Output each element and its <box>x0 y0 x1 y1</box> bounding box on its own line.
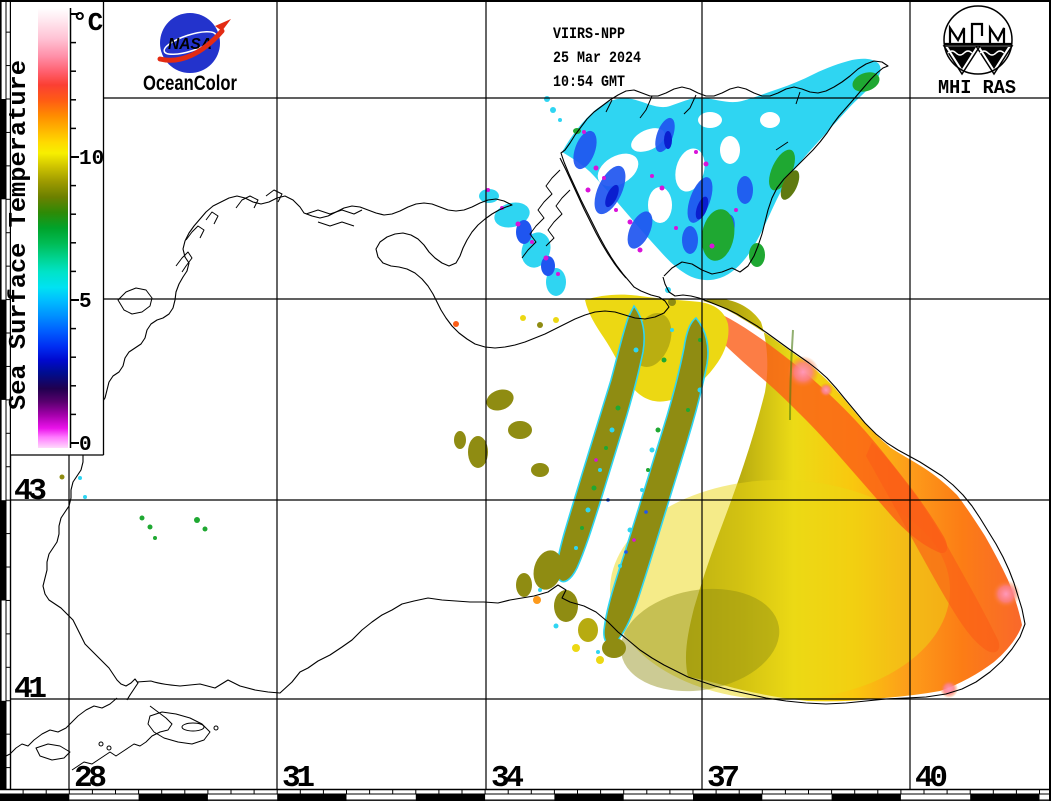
warm-green-artifact-line <box>789 329 794 421</box>
streak-west-scatter <box>454 389 626 658</box>
colorbar-gradient <box>38 8 68 448</box>
warm-coastal-red-band <box>694 305 948 554</box>
institute-label: MHI RAS <box>938 77 1016 99</box>
south-yellow-dot-2 <box>596 656 604 664</box>
warm-pink-spot-s <box>940 680 958 698</box>
coastline-south-turkey-caucasus <box>136 276 1026 705</box>
lon-label-34: 34 <box>491 761 524 796</box>
annotation-date: 25 Mar 2024 <box>553 49 641 67</box>
streak-fringe-specks <box>538 328 703 654</box>
south-yellow-dot-1 <box>572 644 580 652</box>
lon-label-28: 28 <box>74 761 107 796</box>
warm-yellow-core <box>610 480 950 700</box>
nw-liman-lines <box>117 189 363 315</box>
colorbar-tick-label-5: 5 <box>79 291 92 314</box>
bottom-ruler <box>0 790 1040 801</box>
colorbar-ticks <box>70 13 79 444</box>
south-orange-dot <box>533 596 541 604</box>
nasa-swoosh-tip-icon <box>215 19 231 31</box>
frame-right <box>1049 0 1051 801</box>
sivash-lagoon-lines <box>521 169 571 259</box>
lon-label-40: 40 <box>915 761 948 796</box>
streak-south-yellow-patch <box>578 618 598 642</box>
azov-spit-hooks <box>605 91 801 151</box>
lat-label-43: 43 <box>14 474 47 509</box>
annotation-satellite: VIIRS-NPP <box>553 25 625 43</box>
central-streaks <box>454 294 729 664</box>
azov-navy-patches <box>605 131 709 220</box>
marmara-coast <box>1 697 219 771</box>
warm-pink-spot-small <box>819 383 833 397</box>
frame-top <box>0 0 1051 2</box>
nasa-logo: NASA OceanColor <box>143 13 237 95</box>
mhi-emblem-letters-icon <box>944 22 1012 46</box>
coastline-arabat-inner <box>559 157 627 279</box>
nasa-swoosh-icon <box>157 28 225 63</box>
colorbar-title: Sea Surface Temperature <box>6 60 33 410</box>
sst-data-layer <box>59 58 1022 702</box>
coordinate-labels: 43 41 28 31 34 37 40 <box>14 474 948 796</box>
lat-label-41: 41 <box>14 672 47 707</box>
mhi-emblem-waves-icon <box>942 45 1014 76</box>
azov-magenta-specks <box>582 130 738 253</box>
warm-pink-spot-se <box>992 580 1020 608</box>
sivash-cold-patches <box>479 96 671 296</box>
colorbar-tick-label-0: 0 <box>79 434 92 457</box>
azov-cold-water <box>479 58 881 296</box>
warm-coastal-red-band-se <box>866 442 1000 653</box>
annotation-time: 10:54 GMT <box>553 73 625 91</box>
colorbar-unit: °C <box>72 8 103 38</box>
colorbar-panel: 10 5 0 °C Sea Surface Temperature <box>6 0 104 457</box>
lon-label-31: 31 <box>282 761 315 796</box>
azov-green-patches <box>573 72 880 267</box>
lon-label-37: 37 <box>707 761 740 796</box>
warm-olive-sw <box>620 588 780 692</box>
streak-b <box>556 304 645 583</box>
left-ruler <box>1 31 11 789</box>
mhi-ras-logo: MHI RAS <box>938 5 1016 99</box>
oceancolor-label: OceanColor <box>143 72 237 95</box>
azov-olive-streak <box>780 170 800 200</box>
west-scatter-dots <box>59 298 676 540</box>
colorbar-tick-label-10: 10 <box>79 148 104 171</box>
mhi-emblem-circle-icon <box>943 5 1013 75</box>
scene-annotation: VIIRS-NPP 25 Mar 2024 10:54 GMT <box>553 25 641 91</box>
